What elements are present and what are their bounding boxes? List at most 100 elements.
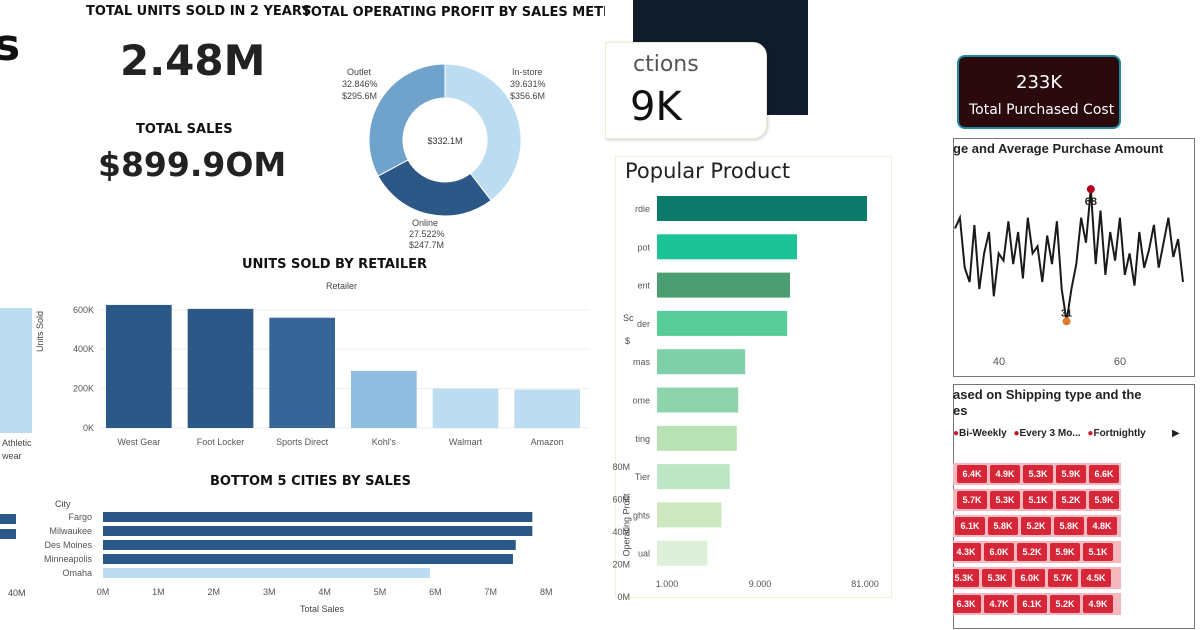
left-edge-fragment: s bbox=[0, 20, 21, 71]
heatmap-cell[interactable]: 5.7K bbox=[957, 491, 987, 509]
partial-left-tick: 40M bbox=[8, 588, 26, 598]
popular-product-chart: rdie pot ent der mas ome ting Tier ghts ual 80M 60M… bbox=[612, 196, 879, 600]
retailer-bar bbox=[187, 308, 254, 428]
retailer-y-tick: 400K bbox=[73, 344, 94, 354]
donut-instore-pct: 39.631% bbox=[510, 79, 546, 89]
heatmap-cell[interactable]: 5.3K bbox=[953, 569, 979, 587]
retailer-grid: 0K 200K 400K 600K bbox=[73, 305, 590, 433]
retailer-bar-chart: 0K 200K 400K 600K West Gear Foot Locker Sport… bbox=[73, 304, 590, 447]
retailer-y-tick: 600K bbox=[73, 305, 94, 315]
donut-outlet-value: $295.6M bbox=[342, 91, 378, 101]
partial-left-label-2: wear bbox=[2, 451, 22, 461]
heatmap-cell[interactable]: 5.2K bbox=[1017, 543, 1047, 561]
retailer-x-tick: Amazon bbox=[531, 437, 564, 447]
kpi-sales-title: TOTAL SALES bbox=[136, 122, 233, 137]
fragment-dollar: $ bbox=[625, 336, 631, 346]
product-bar bbox=[657, 272, 790, 298]
retailer-chart-title: UNITS SOLD BY RETAILER bbox=[242, 257, 428, 272]
donut-online-pct: 27.522% bbox=[409, 229, 445, 239]
kpi-sales-value: $899.9OM bbox=[98, 145, 287, 184]
heatmap-cell[interactable]: 5.1K bbox=[1023, 491, 1053, 509]
middle-dashboard: ctions 9K Popular Product Sc $ Operating… bbox=[605, 0, 953, 630]
fragment-sc: Sc bbox=[623, 313, 634, 323]
product-bar bbox=[657, 349, 746, 375]
heatmap-cell[interactable]: 5.2K bbox=[1021, 517, 1051, 535]
heatmap-cell[interactable]: 5.1K bbox=[1083, 543, 1113, 561]
heatmap-cell[interactable]: 5.7K bbox=[1048, 569, 1078, 587]
line-chart-panel bbox=[953, 138, 1195, 377]
transactions-label: ctions bbox=[633, 52, 699, 77]
kpi-total-purchased-card bbox=[957, 55, 1121, 129]
product-bar bbox=[657, 540, 708, 566]
cities-bar-chart: Fargo Milwaukee Des Moines Minneapolis Omaha… bbox=[44, 512, 552, 597]
legend-next-icon[interactable]: ▶ bbox=[1172, 428, 1180, 439]
donut-outlet-pct: 32.846% bbox=[342, 79, 378, 89]
product-label: ting bbox=[635, 434, 650, 444]
product-bar bbox=[657, 234, 797, 260]
product-label: ual bbox=[638, 549, 650, 559]
city-label: Des Moines bbox=[44, 540, 92, 550]
product-label: ent bbox=[637, 281, 650, 291]
heatmap-cell[interactable]: 6.0K bbox=[984, 543, 1014, 561]
heatmap-cell[interactable]: 4.7K bbox=[984, 595, 1014, 613]
heatmap-cell[interactable]: 4.9K bbox=[1083, 595, 1113, 613]
heatmap-cell[interactable]: 4.3K bbox=[953, 543, 981, 561]
operating-profit-y-tick: 80M bbox=[612, 462, 630, 472]
line-max-label: 68 bbox=[1085, 196, 1097, 208]
heatmap-cell[interactable]: 5.3K bbox=[982, 569, 1012, 587]
retailer-bars: West Gear Foot Locker Sports Direct Kohl's W… bbox=[106, 304, 580, 447]
heatmap-cell[interactable]: 6.0K bbox=[1015, 569, 1045, 587]
heatmap-cell[interactable]: 6.1K bbox=[1017, 595, 1047, 613]
heatmap-cell[interactable]: 6.1K bbox=[955, 517, 985, 535]
product-x-tick: 81.000 bbox=[851, 579, 879, 589]
retailer-legend-label: Retailer bbox=[326, 281, 358, 291]
heatmap-cell[interactable]: 5.9K bbox=[1050, 543, 1080, 561]
legend-bullet-icon: ● bbox=[1087, 428, 1094, 439]
product-x-tick: 9.000 bbox=[749, 579, 772, 589]
heatmap-cell[interactable]: 5.2K bbox=[1050, 595, 1080, 613]
heatmap-cell[interactable]: 4.5K bbox=[1081, 569, 1111, 587]
retailer-x-tick: Kohl's bbox=[372, 437, 397, 447]
purchase-line-chart: 68 31 40 60 bbox=[954, 185, 1184, 368]
donut-slice-online bbox=[377, 159, 492, 217]
partial-left-hbar-2 bbox=[0, 529, 16, 539]
heatmap-cell[interactable]: 6.3K bbox=[953, 595, 981, 613]
product-label: Tier bbox=[635, 472, 650, 482]
legend-bullet-icon: ● bbox=[1013, 428, 1020, 439]
heatmap-cell[interactable]: 5.8K bbox=[1054, 517, 1084, 535]
heatmap-cell[interactable]: 5.3K bbox=[1023, 465, 1053, 483]
city-label: Milwaukee bbox=[49, 526, 92, 536]
cities-bars: Fargo Milwaukee Des Moines Minneapolis Omaha… bbox=[44, 512, 552, 597]
product-bar bbox=[657, 387, 739, 413]
popular-product-title: Popular Product bbox=[625, 159, 791, 183]
city-bar bbox=[103, 568, 430, 578]
operating-profit-y-tick: 0M bbox=[617, 592, 630, 600]
partial-left-bar bbox=[0, 308, 32, 433]
heatmap-cell[interactable]: 5.2K bbox=[1056, 491, 1086, 509]
city-label: Omaha bbox=[62, 568, 92, 578]
heatmap-cell[interactable]: 4.8K bbox=[1087, 517, 1117, 535]
retailer-y-label: Units Sold bbox=[35, 310, 45, 352]
product-bar bbox=[657, 310, 788, 336]
cities-x-tick: 3M bbox=[263, 587, 276, 597]
heatmap-cell[interactable]: 5.3K bbox=[990, 491, 1020, 509]
donut-slices bbox=[368, 63, 522, 217]
heatmap-grid: 6.4K 4.9K 5.3K 5.9K 6.6K 5.7K 5.3K 5.1K 5.2K 5.9K… bbox=[953, 463, 1193, 623]
donut-outlet-name: Outlet bbox=[347, 67, 372, 77]
heatmap-cell[interactable]: 5.8K bbox=[988, 517, 1018, 535]
kpi-total-purchased-value: 233K bbox=[1016, 72, 1063, 93]
heatmap-cell[interactable]: 5.9K bbox=[1089, 491, 1119, 509]
heatmap-cell[interactable]: 5.9K bbox=[1056, 465, 1086, 483]
kpi-total-purchased-label: Total Purchased Cost bbox=[969, 102, 1115, 118]
heatmap-cell[interactable]: 6.6K bbox=[1089, 465, 1119, 483]
right-dashboard: 233K Total Purchased Cost ge and Average… bbox=[953, 0, 1200, 630]
partial-left-hbar-1 bbox=[0, 514, 16, 524]
product-bar bbox=[657, 464, 730, 490]
cities-x-tick: 2M bbox=[208, 587, 221, 597]
heatmap-cell[interactable]: 6.4K bbox=[957, 465, 987, 483]
partial-left-label-1: Athletic bbox=[2, 438, 32, 448]
heatmap-cell[interactable]: 4.9K bbox=[990, 465, 1020, 483]
legend-bullet-icon: ● bbox=[953, 428, 960, 439]
transactions-card bbox=[605, 42, 767, 139]
cities-x-tick: 7M bbox=[485, 587, 498, 597]
